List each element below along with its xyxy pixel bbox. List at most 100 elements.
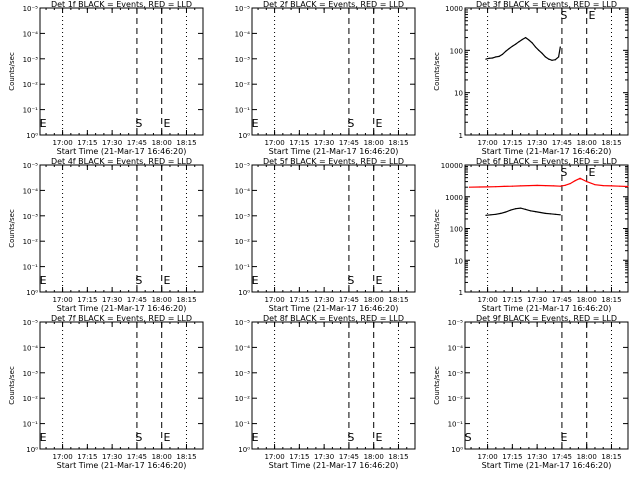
series-point — [510, 209, 512, 211]
y-tick-label: 10⁻¹ — [235, 107, 251, 115]
series-point — [468, 186, 471, 188]
x-tick-label: 17:30 — [314, 453, 334, 461]
series-point — [534, 46, 537, 48]
series-point — [569, 182, 571, 185]
y-tick-label: 10⁻³ — [23, 213, 39, 221]
y-tick-label: 100 — [450, 226, 463, 234]
series-point — [505, 50, 507, 52]
series-line-events — [485, 207, 561, 216]
x-tick-label: 17:45 — [552, 139, 572, 147]
x-axis-label: Start Time (21-Mar-17 16:46:20) — [482, 304, 612, 313]
series-point — [495, 213, 497, 215]
y-tick-label: 10⁻⁵ — [23, 162, 39, 170]
x-tick-label: 17:45 — [127, 296, 147, 304]
y-tick-label: 10⁻¹ — [448, 421, 464, 429]
x-tick-label: 18:15 — [388, 139, 408, 147]
series-point — [490, 214, 492, 216]
x-tick-label: 18:00 — [152, 139, 172, 147]
series-point — [554, 213, 556, 215]
y-tick-label: 10⁻¹ — [235, 421, 251, 429]
x-tick-label: 17:00 — [52, 453, 72, 461]
y-tick-label: 10⁰ — [26, 132, 38, 140]
marker-s: S — [560, 166, 567, 179]
y-tick-label: 10⁻³ — [235, 213, 251, 221]
series-point — [559, 46, 561, 48]
series-point — [503, 185, 505, 187]
y-tick-label: 10⁻⁴ — [23, 30, 39, 38]
y-tick-label: 10⁻³ — [235, 370, 251, 378]
x-tick-label: 17:15 — [77, 296, 97, 304]
y-tick-label: 10⁰ — [238, 132, 250, 140]
plot-frame — [39, 321, 204, 450]
y-axis-label: Counts/sec — [433, 366, 441, 405]
y-tick-label: 10⁻⁵ — [235, 319, 251, 327]
y-tick-label: 10⁻⁵ — [448, 319, 464, 327]
x-tick-label: 17:30 — [527, 296, 547, 304]
marker-e: E — [252, 117, 259, 130]
panel-det-6f: Det 6f BLACK = Events, RED = LLD 1 10 100 10… — [433, 157, 629, 313]
series-point — [528, 39, 530, 41]
y-axis-label: Counts/sec — [8, 52, 16, 91]
x-tick-label: 17:15 — [289, 139, 309, 147]
plot-frame — [464, 7, 629, 136]
series-point — [524, 36, 527, 39]
x-tick-label: 17:00 — [264, 139, 284, 147]
series-point — [534, 211, 537, 213]
series-point — [548, 58, 550, 60]
series-point — [610, 185, 613, 187]
marker-s: S — [560, 9, 567, 22]
series-point — [500, 212, 502, 214]
y-tick-label: 100 — [450, 47, 463, 55]
series-line-events — [485, 36, 561, 61]
y-axis-label: Counts/sec — [8, 366, 16, 405]
x-tick-label: 17:15 — [502, 453, 522, 461]
y-tick-label: 10⁻⁵ — [23, 5, 39, 13]
y-tick-label: 10⁻³ — [235, 56, 251, 64]
x-tick-label: 17:45 — [339, 296, 359, 304]
x-tick-label: 18:00 — [577, 296, 597, 304]
chart-title: Det 4f BLACK = Events, RED = LLD — [51, 157, 192, 166]
plot-frame — [251, 164, 416, 293]
marker-e: E — [252, 274, 259, 287]
x-tick-label: 17:30 — [102, 453, 122, 461]
series-point — [508, 47, 510, 50]
series-line-lld — [469, 177, 629, 188]
x-tick-label: 17:30 — [527, 453, 547, 461]
x-tick-label: 18:15 — [601, 296, 621, 304]
y-tick-label: 1000 — [445, 5, 463, 13]
series-point — [485, 58, 487, 60]
x-tick-label: 18:15 — [601, 139, 621, 147]
y-tick-label: 10⁻⁴ — [23, 344, 39, 352]
marker-s: S — [135, 274, 142, 287]
x-tick-label: 17:45 — [339, 453, 359, 461]
series-point — [511, 185, 513, 187]
y-tick-label: 1000 — [445, 194, 463, 202]
marker-e: E — [252, 431, 259, 444]
x-tick-label: 18:00 — [152, 296, 172, 304]
panel-det-1f: Det 1f BLACK = Events, RED = LLD 10⁰ 10⁻¹ 1… — [8, 0, 204, 156]
x-tick-label: 18:00 — [364, 296, 384, 304]
chart-title: Det 6f BLACK = Events, RED = LLD — [476, 157, 617, 166]
x-tick-label: 17:30 — [102, 296, 122, 304]
x-tick-label: 17:45 — [127, 139, 147, 147]
series-point — [536, 184, 538, 186]
marker-e: E — [164, 117, 171, 130]
series-point — [544, 184, 546, 187]
y-tick-label: 10⁰ — [238, 446, 250, 454]
y-axis-label: Counts/sec — [433, 52, 441, 91]
marker-s: S — [347, 431, 354, 444]
panel-det-9f: Det 9f BLACK = Events, RED = LLD 10⁰ 10⁻¹ 1… — [433, 314, 629, 470]
y-tick-label: 10⁻¹ — [23, 264, 39, 272]
marker-e: E — [40, 274, 47, 287]
y-tick-label: 10⁻⁵ — [235, 5, 251, 13]
x-tick-label: 17:15 — [77, 453, 97, 461]
x-axis-label: Start Time (21-Mar-17 16:46:20) — [269, 147, 399, 156]
y-tick-label: 10⁻⁴ — [448, 344, 464, 352]
series-point — [495, 186, 497, 188]
marker-s: S — [465, 431, 472, 444]
x-tick-label: 17:45 — [127, 453, 147, 461]
y-tick-label: 10⁻² — [235, 81, 251, 89]
x-tick-label: 18:15 — [176, 453, 196, 461]
marker-s: S — [347, 274, 354, 287]
series-point — [486, 186, 489, 188]
